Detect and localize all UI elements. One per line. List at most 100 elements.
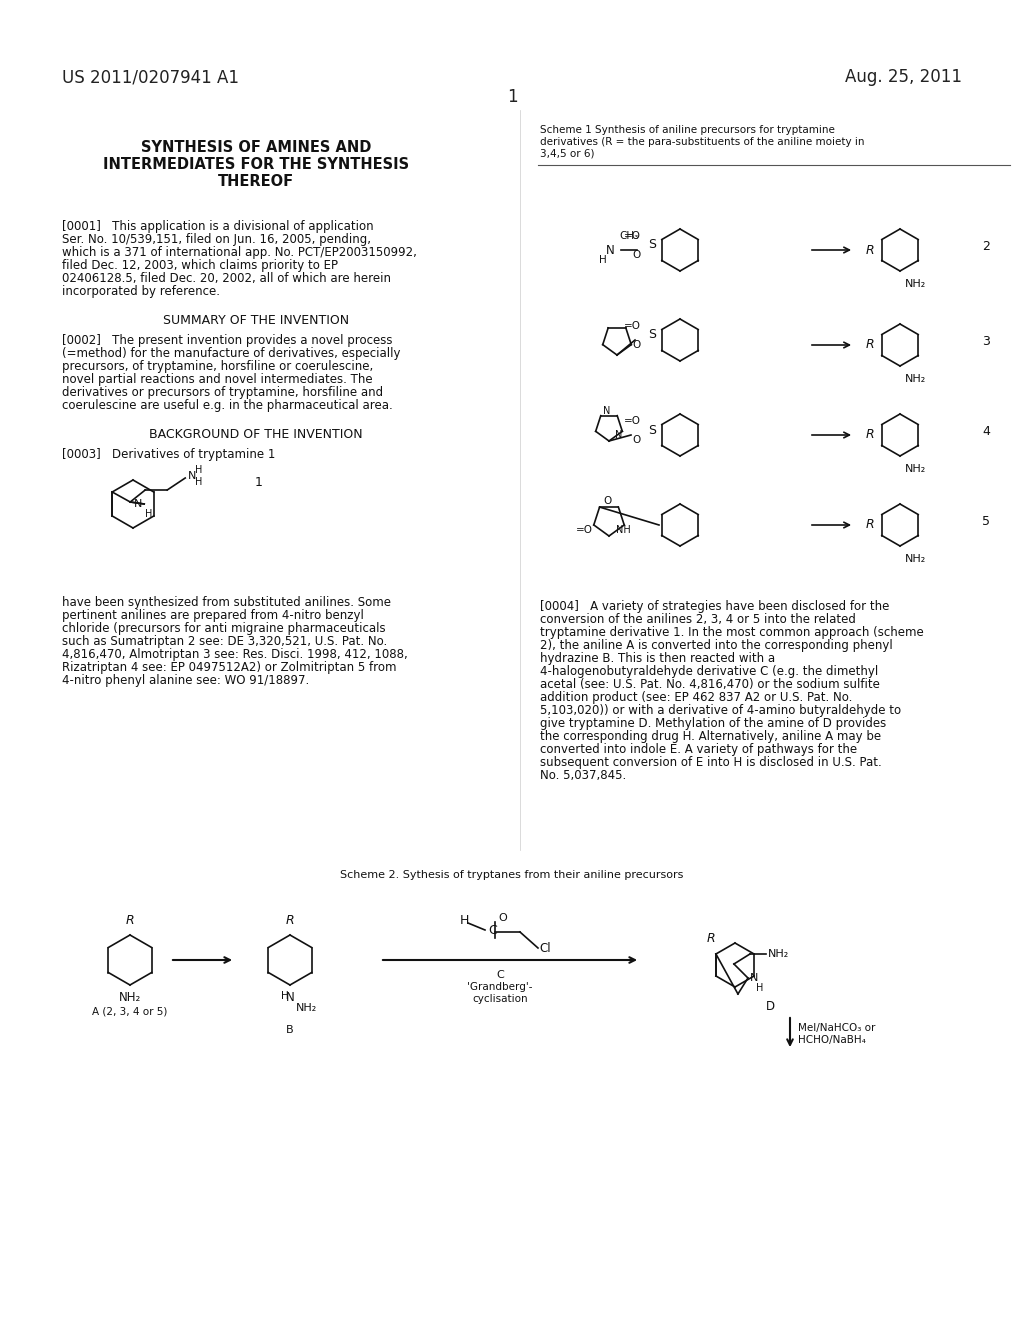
Text: N: N (286, 991, 294, 1005)
Text: NH₂: NH₂ (119, 991, 141, 1005)
Text: 1: 1 (507, 88, 517, 106)
Text: =O: =O (624, 231, 641, 242)
Text: cyclisation: cyclisation (472, 994, 527, 1005)
Text: C: C (496, 970, 504, 979)
Text: Ser. No. 10/539,151, filed on Jun. 16, 2005, pending,: Ser. No. 10/539,151, filed on Jun. 16, 2… (62, 234, 371, 246)
Text: N: N (615, 430, 623, 440)
Text: 3: 3 (982, 335, 990, 348)
Text: S: S (648, 329, 656, 342)
Text: N: N (134, 499, 142, 510)
Text: 4,816,470, Almotriptan 3 see: Res. Disci. 1998, 412, 1088,: 4,816,470, Almotriptan 3 see: Res. Disci… (62, 648, 408, 661)
Text: 2), the aniline A is converted into the corresponding phenyl: 2), the aniline A is converted into the … (540, 639, 893, 652)
Text: 2: 2 (982, 240, 990, 253)
Text: N: N (750, 973, 759, 983)
Text: hydrazine B. This is then reacted with a: hydrazine B. This is then reacted with a (540, 652, 775, 665)
Text: precursors, of tryptamine, horsfiline or coerulescine,: precursors, of tryptamine, horsfiline or… (62, 360, 374, 374)
Text: addition product (see: EP 462 837 A2 or U.S. Pat. No.: addition product (see: EP 462 837 A2 or … (540, 690, 852, 704)
Text: Aug. 25, 2011: Aug. 25, 2011 (845, 69, 962, 86)
Text: [0004]   A variety of strategies have been disclosed for the: [0004] A variety of strategies have been… (540, 601, 890, 612)
Text: R: R (865, 519, 874, 532)
Text: such as Sumatriptan 2 see: DE 3,320,521, U.S. Pat. No.: such as Sumatriptan 2 see: DE 3,320,521,… (62, 635, 387, 648)
Text: 5,103,020)) or with a derivative of 4-amino butyraldehyde to: 5,103,020)) or with a derivative of 4-am… (540, 704, 901, 717)
Text: H: H (196, 465, 203, 475)
Text: [0001]   This application is a divisional of application: [0001] This application is a divisional … (62, 220, 374, 234)
Text: NH₂: NH₂ (905, 374, 927, 384)
Text: R: R (865, 338, 874, 351)
Text: R: R (286, 913, 294, 927)
Text: NH₂: NH₂ (905, 279, 927, 289)
Text: INTERMEDIATES FOR THE SYNTHESIS: INTERMEDIATES FOR THE SYNTHESIS (103, 157, 409, 172)
Text: 4-nitro phenyl alanine see: WO 91/18897.: 4-nitro phenyl alanine see: WO 91/18897. (62, 675, 309, 686)
Text: NH₂: NH₂ (905, 465, 927, 474)
Text: 4-halogenobutyraldehyde derivative C (e.g. the dimethyl: 4-halogenobutyraldehyde derivative C (e.… (540, 665, 879, 678)
Text: subsequent conversion of E into H is disclosed in U.S. Pat.: subsequent conversion of E into H is dis… (540, 756, 882, 770)
Text: H: H (599, 255, 607, 265)
Text: R: R (707, 932, 715, 945)
Text: coerulescine are useful e.g. in the pharmaceutical area.: coerulescine are useful e.g. in the phar… (62, 399, 393, 412)
Text: S: S (648, 424, 656, 437)
Text: SUMMARY OF THE INVENTION: SUMMARY OF THE INVENTION (163, 314, 349, 327)
Text: derivatives or precursors of tryptamine, horsfiline and: derivatives or precursors of tryptamine,… (62, 385, 383, 399)
Text: conversion of the anilines 2, 3, 4 or 5 into the related: conversion of the anilines 2, 3, 4 or 5 … (540, 612, 856, 626)
Text: =O: =O (624, 321, 641, 331)
Text: Cl: Cl (539, 941, 551, 954)
Text: =O: =O (624, 416, 641, 426)
Text: Scheme 1 Synthesis of aniline precursors for tryptamine: Scheme 1 Synthesis of aniline precursors… (540, 125, 835, 135)
Text: O: O (633, 436, 641, 445)
Text: give tryptamine D. Methylation of the amine of D provides: give tryptamine D. Methylation of the am… (540, 717, 886, 730)
Text: R: R (865, 429, 874, 441)
Text: NH₂: NH₂ (905, 554, 927, 564)
Text: HCHO/NaBH₄: HCHO/NaBH₄ (798, 1035, 866, 1045)
Text: R: R (126, 913, 134, 927)
Text: 3,4,5 or 6): 3,4,5 or 6) (540, 149, 595, 158)
Text: 5: 5 (982, 515, 990, 528)
Text: MeI/NaHCO₃ or: MeI/NaHCO₃ or (798, 1023, 876, 1034)
Text: novel partial reactions and novel intermediates. The: novel partial reactions and novel interm… (62, 374, 373, 385)
Text: =O: =O (575, 525, 593, 535)
Text: incorporated by reference.: incorporated by reference. (62, 285, 220, 298)
Text: N: N (603, 407, 610, 416)
Text: [0003]   Derivatives of tryptamine 1: [0003] Derivatives of tryptamine 1 (62, 447, 275, 461)
Text: NH₂: NH₂ (768, 949, 790, 960)
Text: chloride (precursors for anti migraine pharmaceuticals: chloride (precursors for anti migraine p… (62, 622, 386, 635)
Text: A (2, 3, 4 or 5): A (2, 3, 4 or 5) (92, 1007, 168, 1016)
Text: H: H (196, 477, 203, 487)
Text: which is a 371 of international app. No. PCT/EP2003150992,: which is a 371 of international app. No.… (62, 246, 417, 259)
Text: THEREOF: THEREOF (218, 174, 294, 189)
Text: acetal (see: U.S. Pat. No. 4,816,470) or the sodium sulfite: acetal (see: U.S. Pat. No. 4,816,470) or… (540, 678, 880, 690)
Text: O: O (498, 913, 507, 923)
Text: NH: NH (615, 525, 631, 535)
Text: pertinent anilines are prepared from 4-nitro benzyl: pertinent anilines are prepared from 4-n… (62, 609, 364, 622)
Text: (=method) for the manufacture of derivatives, especially: (=method) for the manufacture of derivat… (62, 347, 400, 360)
Text: H: H (144, 510, 152, 519)
Text: SYNTHESIS OF AMINES AND: SYNTHESIS OF AMINES AND (141, 140, 371, 154)
Text: O: O (603, 496, 611, 506)
Text: 1: 1 (255, 477, 263, 488)
Text: Scheme 2. Sythesis of tryptanes from their aniline precursors: Scheme 2. Sythesis of tryptanes from the… (340, 870, 684, 880)
Text: BACKGROUND OF THE INVENTION: BACKGROUND OF THE INVENTION (150, 428, 362, 441)
Text: O: O (633, 249, 641, 260)
Text: C: C (488, 924, 497, 936)
Text: CH₃: CH₃ (618, 231, 638, 242)
Text: Rizatriptan 4 see: EP 0497512A2) or Zolmitriptan 5 from: Rizatriptan 4 see: EP 0497512A2) or Zolm… (62, 661, 396, 675)
Text: 'Grandberg'-: 'Grandberg'- (467, 982, 532, 993)
Text: tryptamine derivative 1. In the most common approach (scheme: tryptamine derivative 1. In the most com… (540, 626, 924, 639)
Text: 02406128.5, filed Dec. 20, 2002, all of which are herein: 02406128.5, filed Dec. 20, 2002, all of … (62, 272, 391, 285)
Text: No. 5,037,845.: No. 5,037,845. (540, 770, 627, 781)
Text: B: B (286, 1026, 294, 1035)
Text: filed Dec. 12, 2003, which claims priority to EP: filed Dec. 12, 2003, which claims priori… (62, 259, 338, 272)
Text: D: D (765, 1001, 774, 1012)
Text: O: O (633, 341, 641, 350)
Text: [0002]   The present invention provides a novel process: [0002] The present invention provides a … (62, 334, 392, 347)
Text: S: S (648, 239, 656, 252)
Text: NH₂: NH₂ (296, 1003, 317, 1012)
Text: N: N (188, 471, 197, 480)
Text: converted into indole E. A variety of pathways for the: converted into indole E. A variety of pa… (540, 743, 857, 756)
Text: the corresponding drug H. Alternatively, aniline A may be: the corresponding drug H. Alternatively,… (540, 730, 881, 743)
Text: N: N (606, 243, 615, 256)
Text: 4: 4 (982, 425, 990, 438)
Text: derivatives (R = the para-substituents of the aniline moiety in: derivatives (R = the para-substituents o… (540, 137, 864, 147)
Text: H: H (282, 991, 289, 1001)
Text: H: H (460, 913, 469, 927)
Text: US 2011/0207941 A1: US 2011/0207941 A1 (62, 69, 239, 86)
